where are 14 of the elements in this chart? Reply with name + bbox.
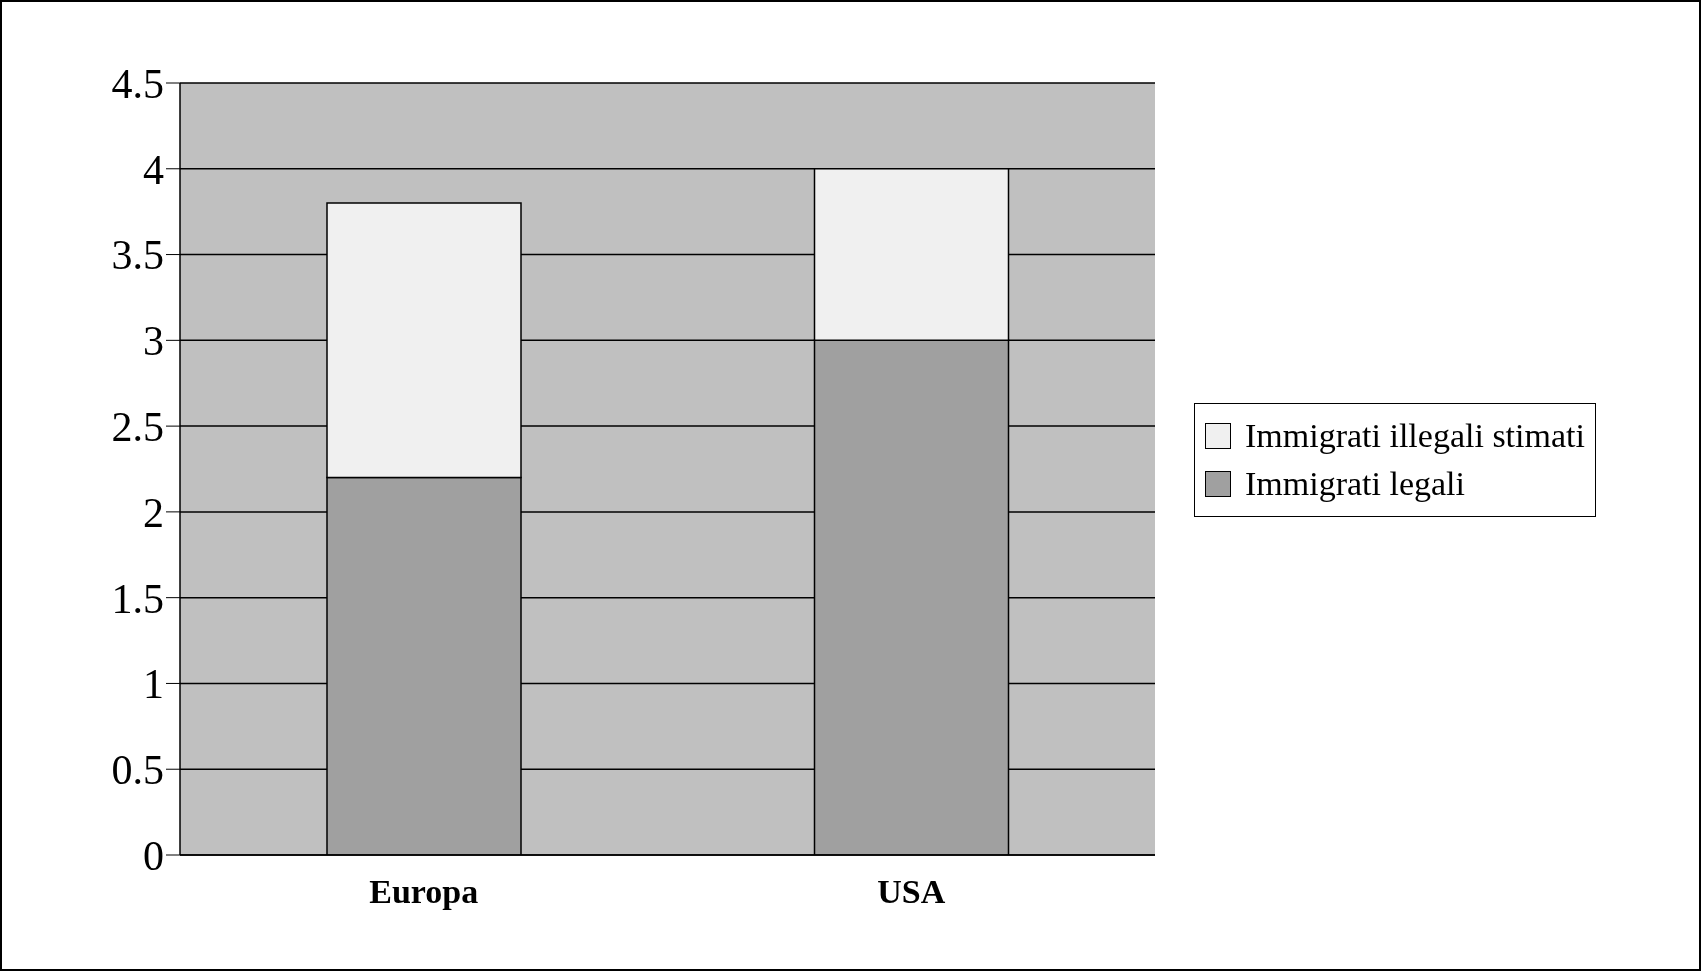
y-tick-label: 4	[143, 146, 164, 193]
y-tick-label: 1	[143, 661, 164, 708]
y-tick-label: 2.5	[111, 404, 164, 451]
y-tick-label: 0	[143, 832, 164, 879]
y-tick-label: 3.5	[111, 232, 164, 279]
y-tick-label: 2	[143, 489, 164, 536]
x-tick-label: Europa	[369, 873, 479, 911]
legend-label: Immigrati legali	[1245, 464, 1465, 504]
y-tick-label: 3	[143, 318, 164, 365]
y-tick-label: 0.5	[111, 747, 164, 794]
x-tick-label: USA	[877, 873, 946, 911]
y-tick-label: 4.5	[111, 60, 164, 107]
legend-label: Immigrati illegali stimati	[1245, 416, 1585, 456]
y-tick-label: 1.5	[111, 575, 164, 622]
